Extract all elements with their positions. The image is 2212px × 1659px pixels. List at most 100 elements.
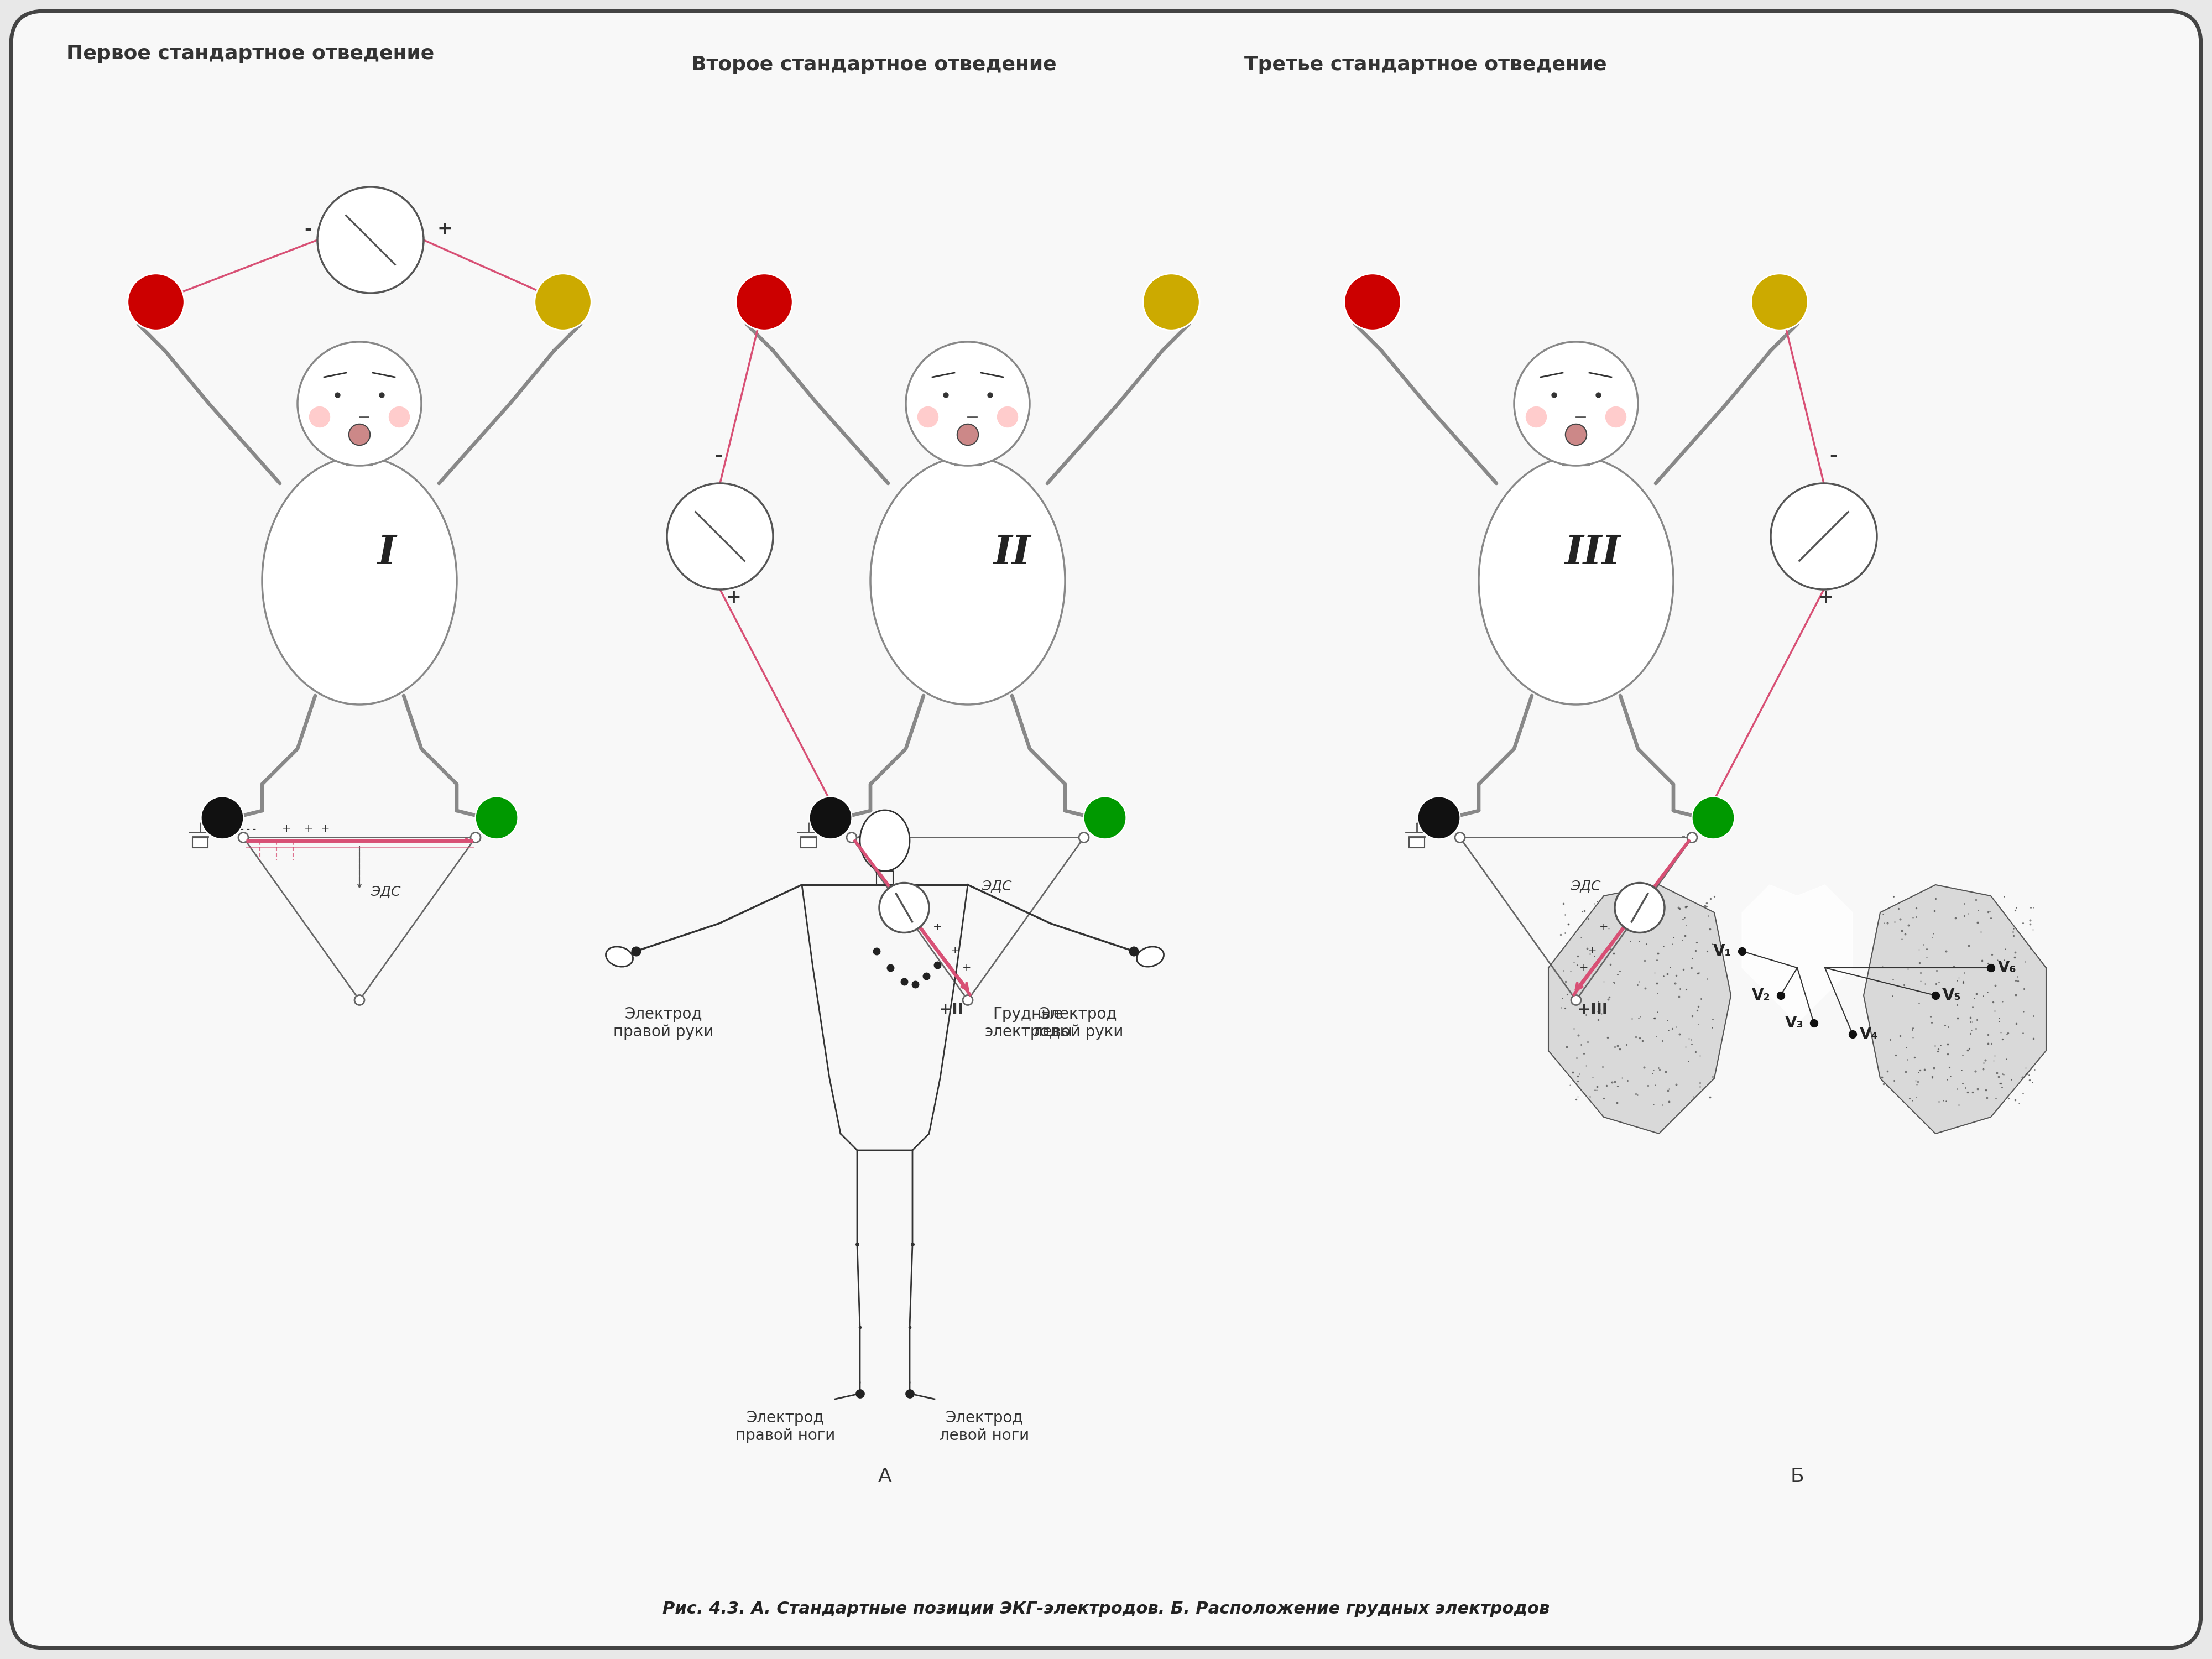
Circle shape <box>1345 274 1400 330</box>
Circle shape <box>958 425 978 445</box>
Text: V₅: V₅ <box>1942 987 1962 1004</box>
Circle shape <box>389 406 409 428</box>
Text: V₄: V₄ <box>1860 1027 1878 1042</box>
Text: -II: -II <box>823 818 841 833</box>
Text: III: III <box>1564 533 1621 572</box>
Ellipse shape <box>1478 456 1674 705</box>
Text: +I: +I <box>487 818 504 833</box>
Circle shape <box>471 833 480 843</box>
Text: Первое стандартное отведение: Первое стандартное отведение <box>66 45 434 63</box>
Circle shape <box>1566 425 1586 445</box>
Text: +: + <box>438 221 451 239</box>
Circle shape <box>1146 277 1197 327</box>
Circle shape <box>128 274 184 330</box>
Circle shape <box>998 406 1018 428</box>
Circle shape <box>1513 342 1637 466</box>
Text: +: + <box>1599 922 1608 932</box>
Text: ЭДС: ЭДС <box>1571 879 1601 893</box>
Circle shape <box>310 406 330 428</box>
Circle shape <box>538 277 588 327</box>
Polygon shape <box>1743 884 1854 1024</box>
Circle shape <box>1752 274 1807 330</box>
Circle shape <box>476 796 518 839</box>
Ellipse shape <box>263 456 458 705</box>
Ellipse shape <box>872 456 1066 705</box>
Text: +: + <box>321 825 330 834</box>
Circle shape <box>1084 796 1126 839</box>
Circle shape <box>1418 796 1460 839</box>
FancyBboxPatch shape <box>801 838 816 848</box>
Text: Электрод
левой ноги: Электрод левой ноги <box>940 1410 1029 1443</box>
Text: +: + <box>933 922 942 932</box>
Text: II: II <box>993 533 1031 572</box>
Text: -I: -I <box>221 818 232 833</box>
Text: Б: Б <box>1790 1467 1805 1486</box>
Text: +: + <box>1579 962 1588 974</box>
Circle shape <box>847 833 856 843</box>
Circle shape <box>918 406 938 428</box>
Circle shape <box>1571 995 1582 1005</box>
Polygon shape <box>1865 884 2046 1133</box>
Circle shape <box>1347 277 1398 327</box>
Circle shape <box>319 187 425 294</box>
Text: +: + <box>283 825 292 834</box>
Text: +: + <box>1588 946 1597 956</box>
Circle shape <box>535 274 591 330</box>
Text: -: - <box>905 881 909 893</box>
Text: ЭДС: ЭДС <box>982 879 1011 893</box>
Text: -: - <box>305 221 312 239</box>
Circle shape <box>1526 406 1546 428</box>
Text: +: + <box>726 589 741 607</box>
Circle shape <box>1770 483 1876 589</box>
Circle shape <box>1079 833 1088 843</box>
Text: Грудные
электроды: Грудные электроды <box>984 1007 1073 1040</box>
Text: Второе стандартное отведение: Второе стандартное отведение <box>690 55 1057 75</box>
Circle shape <box>1692 796 1734 839</box>
Text: -: - <box>1829 446 1836 465</box>
Text: -III: -III <box>1703 818 1728 833</box>
Circle shape <box>131 277 181 327</box>
Circle shape <box>349 425 369 445</box>
Circle shape <box>201 796 243 839</box>
Text: А: А <box>878 1467 891 1486</box>
Circle shape <box>1455 833 1464 843</box>
Text: Электрод
левой руки: Электрод левой руки <box>1033 1007 1124 1040</box>
Circle shape <box>737 274 792 330</box>
Text: +: + <box>305 825 314 834</box>
FancyBboxPatch shape <box>11 12 2201 1647</box>
Text: I: I <box>378 533 396 572</box>
Text: Электрод
правой ноги: Электрод правой ноги <box>734 1410 836 1443</box>
FancyBboxPatch shape <box>1409 838 1425 848</box>
Text: -: - <box>1681 831 1686 843</box>
Text: V₂: V₂ <box>1752 987 1770 1004</box>
Text: Третье стандартное отведение: Третье стандартное отведение <box>1243 55 1606 75</box>
Circle shape <box>907 342 1031 466</box>
Circle shape <box>878 883 929 932</box>
Polygon shape <box>1548 884 1730 1133</box>
Circle shape <box>962 995 973 1005</box>
Circle shape <box>668 483 774 589</box>
Circle shape <box>239 833 248 843</box>
Text: -: - <box>858 831 863 843</box>
Text: ЭДС: ЭДС <box>372 886 400 899</box>
Text: V₁: V₁ <box>1714 944 1732 959</box>
Text: V₃: V₃ <box>1785 1015 1803 1030</box>
Ellipse shape <box>606 947 633 967</box>
FancyBboxPatch shape <box>192 838 208 848</box>
Circle shape <box>354 995 365 1005</box>
Circle shape <box>1688 833 1697 843</box>
Circle shape <box>296 342 420 466</box>
Text: Электрод
правой руки: Электрод правой руки <box>613 1007 714 1040</box>
Text: V₆: V₆ <box>1997 961 2017 975</box>
Text: - - -: - - - <box>241 825 257 834</box>
Text: +III: +III <box>1577 1002 1608 1017</box>
Circle shape <box>810 796 852 839</box>
Text: -: - <box>714 446 721 465</box>
Text: +: + <box>962 962 971 974</box>
Ellipse shape <box>860 810 909 871</box>
Text: +II: +II <box>940 1002 962 1017</box>
Circle shape <box>1615 883 1666 932</box>
Text: -: - <box>1628 881 1632 893</box>
Circle shape <box>1754 277 1805 327</box>
Text: +: + <box>951 946 960 956</box>
